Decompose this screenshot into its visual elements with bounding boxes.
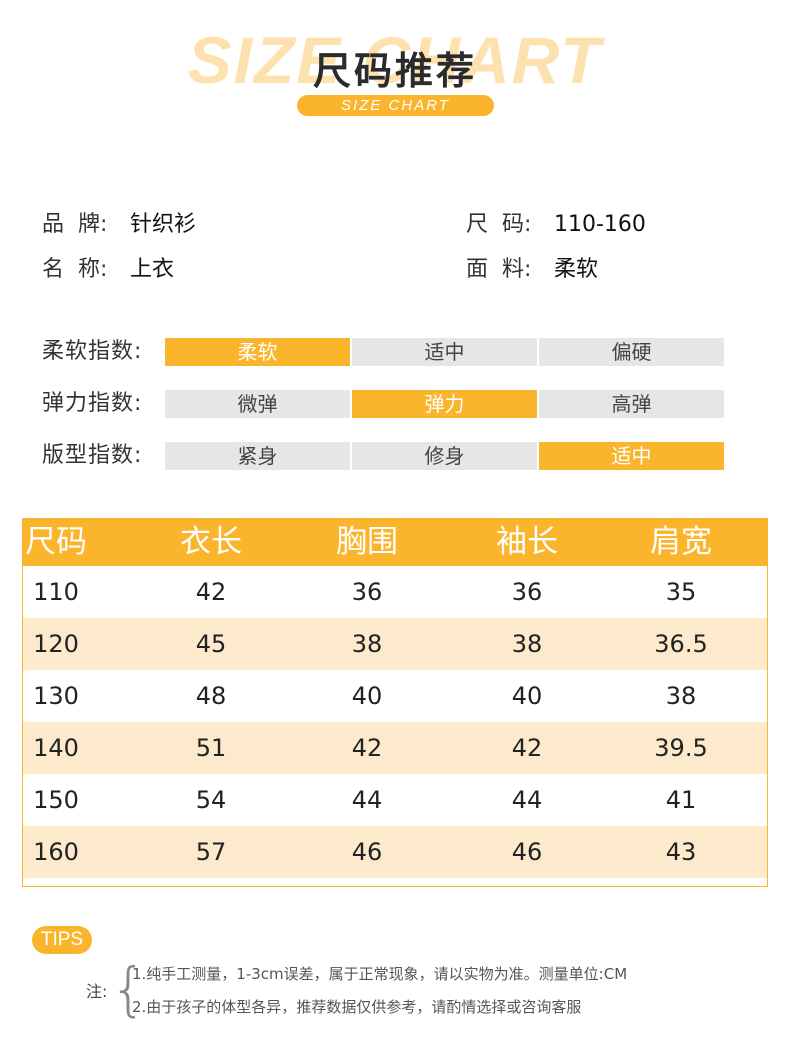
index-option: 高弹 — [539, 390, 724, 418]
index-option: 偏硬 — [539, 338, 724, 366]
tips-badge: TIPS — [32, 926, 92, 954]
table-cell: 45 — [195, 630, 227, 658]
title: 尺码推荐 — [312, 49, 477, 93]
table-cell: 57 — [195, 838, 227, 866]
index-option: 紧身 — [165, 442, 350, 470]
table-row: 140 51 42 42 39.5 — [23, 722, 767, 774]
table-cell: 36 — [511, 578, 543, 606]
table-row: 110 42 36 36 35 — [23, 566, 767, 618]
column-header: 袖长 — [496, 524, 558, 560]
column-header: 尺码 — [25, 524, 87, 560]
brace: { — [110, 955, 147, 1023]
info-label: 品 牌: — [42, 212, 108, 237]
table-cell: 42 — [511, 734, 543, 762]
index-option: 微弹 — [165, 390, 350, 418]
table-cell: 46 — [511, 838, 543, 866]
table-cell: 38 — [351, 630, 383, 658]
table-cell: 42 — [195, 578, 227, 606]
table-row: 150 54 44 44 41 — [23, 774, 767, 826]
info-label: 面 料: — [466, 257, 532, 282]
index-label: 弹力指数: — [42, 391, 143, 416]
table-cell: 42 — [351, 734, 383, 762]
index-option: 弹力 — [352, 390, 537, 418]
index-label: 版型指数: — [42, 443, 143, 468]
info-label: 尺 码: — [466, 212, 532, 237]
info-value: 110-160 — [554, 212, 646, 237]
index-option: 适中 — [539, 442, 724, 470]
table-cell: 38 — [511, 630, 543, 658]
background-text: SIZE CHART — [187, 23, 603, 97]
table-cell: 36.5 — [654, 630, 708, 658]
table-cell: 51 — [195, 734, 227, 762]
table-cell: 54 — [195, 786, 227, 814]
info-value: 上衣 — [130, 257, 175, 282]
table-cell: 110 — [33, 578, 79, 606]
index-option: 修身 — [352, 442, 537, 470]
table-row: 120 45 38 38 36.5 — [23, 618, 767, 670]
table-cell: 44 — [351, 786, 383, 814]
column-header: 肩宽 — [650, 524, 712, 560]
table-cell: 38 — [665, 682, 697, 710]
table-cell: 120 — [33, 630, 79, 658]
note-label: 注: — [86, 982, 108, 1001]
info-value: 柔软 — [554, 257, 599, 282]
table-cell: 40 — [351, 682, 383, 710]
table-cell: 48 — [195, 682, 227, 710]
table-cell: 150 — [33, 786, 79, 814]
index-option: 适中 — [352, 338, 537, 366]
table-cell: 43 — [665, 838, 697, 866]
table-cell: 35 — [665, 578, 697, 606]
tip-line: 1.纯手工测量，1-3cm误差，属于正常现象，请以实物为准。测量单位:CM — [132, 965, 628, 983]
table-cell: 39.5 — [654, 734, 708, 762]
index-label: 柔软指数: — [42, 339, 143, 364]
table-header: 尺码 衣长 胸围 袖长 肩宽 — [23, 519, 767, 566]
subtitle-badge: SIZE CHART — [297, 95, 494, 116]
index-option: 柔软 — [165, 338, 350, 366]
info-value: 针织衫 — [130, 212, 197, 237]
tip-line: 2.由于孩子的体型各异，推荐数据仅供参考，请酌情选择或咨询客服 — [132, 998, 582, 1016]
table-cell: 41 — [665, 786, 697, 814]
table-cell: 140 — [33, 734, 79, 762]
table-cell: 160 — [33, 838, 79, 866]
column-header: 衣长 — [180, 524, 242, 560]
table-cell: 36 — [351, 578, 383, 606]
table-cell: 46 — [351, 838, 383, 866]
size-table: 尺码 衣长 胸围 袖长 肩宽 110 42 36 36 35 120 45 38 38 36.5 130 48… — [22, 518, 768, 887]
table-row: 130 48 40 40 38 — [23, 670, 767, 722]
table-cell: 130 — [33, 682, 79, 710]
table-cell: 44 — [511, 786, 543, 814]
table-row: 160 57 46 46 43 — [23, 826, 767, 878]
info-label: 名 称: — [42, 257, 108, 282]
table-cell: 40 — [511, 682, 543, 710]
column-header: 胸围 — [336, 524, 398, 560]
